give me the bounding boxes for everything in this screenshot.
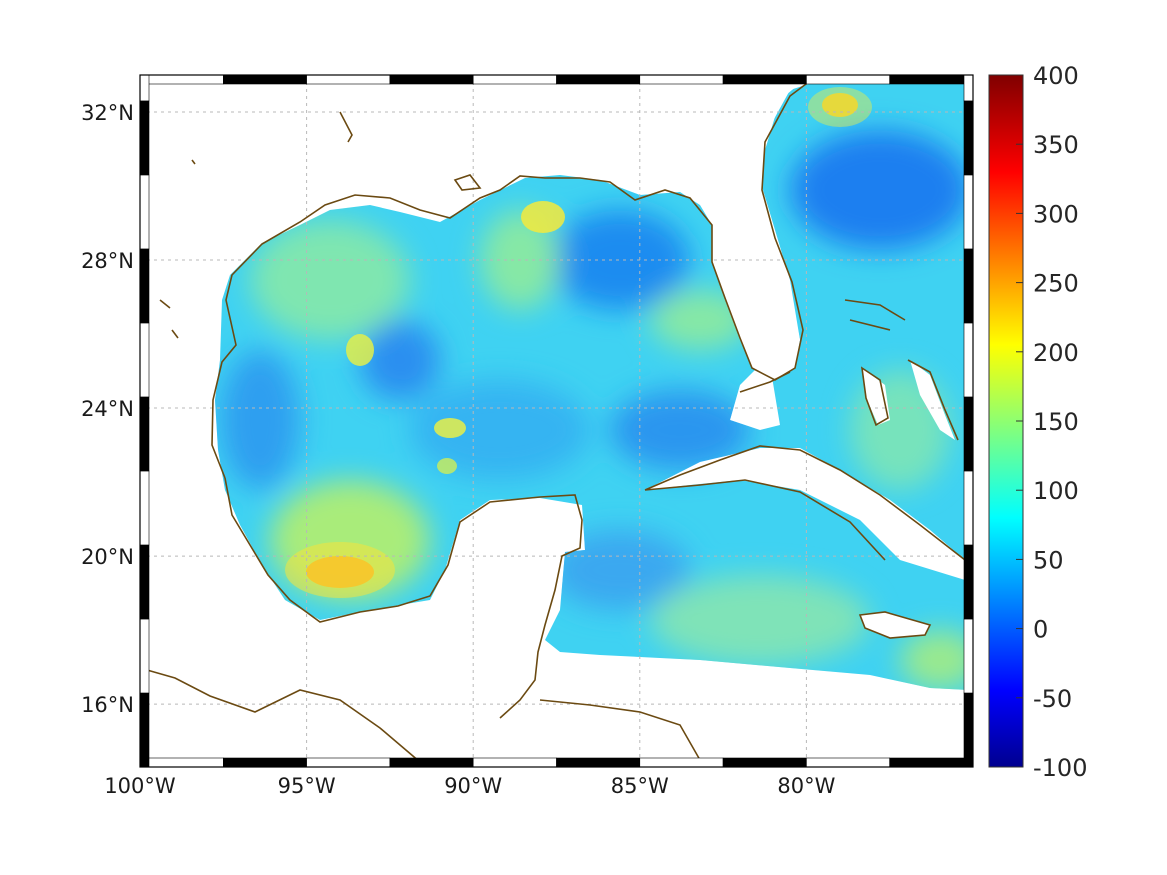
frame-segment — [556, 757, 641, 768]
grid-lines — [140, 75, 973, 767]
y-tick-label: 24°N — [81, 397, 134, 421]
x-tick-label: 95°W — [278, 774, 336, 798]
frame-segment — [963, 544, 974, 620]
frame-segment — [389, 757, 474, 768]
frame-segment — [963, 74, 974, 102]
colorbar-tick-label: 250 — [1033, 270, 1079, 298]
frame-segment — [139, 74, 150, 102]
frame-segment — [963, 100, 974, 176]
frame-segment — [639, 74, 724, 85]
frame-segment — [963, 322, 974, 398]
frame-segment — [139, 470, 150, 546]
frame-segment — [963, 396, 974, 472]
coastlines — [139, 74, 966, 763]
colorbar-tick-label: -100 — [1033, 754, 1087, 782]
frame-segment — [139, 692, 150, 768]
colorbar-tick-label: 300 — [1033, 200, 1079, 228]
frame-segment — [306, 757, 391, 768]
frame-segment — [722, 74, 807, 85]
colorbar-tick-label: 100 — [1033, 477, 1079, 505]
frame-segment — [806, 74, 891, 85]
frame-segment — [889, 74, 974, 85]
frame-segment — [472, 757, 557, 768]
frame-segment — [139, 396, 150, 472]
frame-segment — [889, 757, 974, 768]
frame-segment — [722, 757, 807, 768]
frame-segment — [139, 174, 150, 250]
frame-segment — [963, 248, 974, 324]
frame-segment — [806, 757, 891, 768]
x-tick-label: 100°W — [104, 774, 176, 798]
colorbar-tick-label: 200 — [1033, 339, 1079, 367]
frame-segment — [139, 322, 150, 398]
frame-segment — [139, 618, 150, 694]
x-tick-label: 80°W — [777, 774, 835, 798]
frame-segment — [556, 74, 641, 85]
frame-segment — [963, 692, 974, 768]
map-frame — [139, 74, 974, 768]
colorbar-tick-label: 0 — [1033, 616, 1048, 644]
colorbar-tick-label: 400 — [1033, 62, 1079, 90]
frame-segment — [389, 74, 474, 85]
y-tick-label: 20°N — [81, 545, 134, 569]
frame-segment — [963, 618, 974, 694]
colorbar-tick-labels: 400 350 300 250 200 150 100 50 0 -50 -100 — [1016, 62, 1087, 782]
frame-segment — [139, 74, 224, 85]
frame-outline — [139, 74, 974, 768]
x-tick-labels: 100°W 95°W 90°W 85°W 80°W — [104, 774, 835, 798]
y-tick-label: 16°N — [81, 693, 134, 717]
colorbar-tick-label: -50 — [1033, 685, 1072, 713]
frame-segment — [963, 174, 974, 250]
frame-segment — [139, 544, 150, 620]
frame-segment — [963, 470, 974, 546]
frame-segment — [139, 248, 150, 324]
colorbar-tick-label: 150 — [1033, 408, 1079, 436]
x-tick-label: 85°W — [611, 774, 669, 798]
colorbar-tick-label: 350 — [1033, 131, 1079, 159]
frame-segment — [472, 74, 557, 85]
frame-segment — [306, 74, 391, 85]
y-tick-label: 32°N — [81, 101, 134, 125]
frame-segment — [139, 757, 224, 768]
y-tick-labels: 32°N 28°N 24°N 20°N 16°N — [81, 101, 134, 717]
x-tick-label: 90°W — [444, 774, 502, 798]
frame-segment — [223, 757, 307, 768]
y-tick-label: 28°N — [81, 249, 134, 273]
frame-segment — [139, 100, 150, 176]
colorbar-tick-label: 50 — [1033, 546, 1064, 574]
frame-segment — [639, 757, 724, 768]
frame-segment — [223, 74, 307, 85]
